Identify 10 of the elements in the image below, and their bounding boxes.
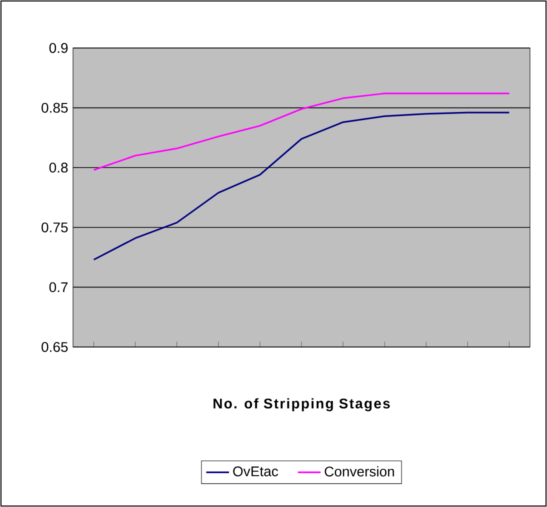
- legend-label: OvEtac: [233, 466, 278, 476]
- y-tick-label: 0.85: [42, 102, 68, 113]
- y-tick-label: 0.8: [49, 162, 68, 173]
- line-series: [92, 112, 510, 260]
- x-axis-title: No. of Stripping Stages: [214, 398, 390, 412]
- legend-label: Conversion: [324, 466, 394, 476]
- y-tick-label: 0.75: [42, 222, 68, 232]
- y-tick-label: 0.65: [42, 342, 68, 352]
- y-tick-label: 0.9: [49, 43, 68, 53]
- y-tick-label: 0.7: [49, 282, 68, 292]
